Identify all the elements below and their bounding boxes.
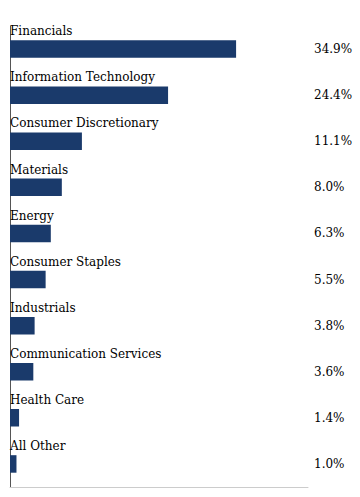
svg-text:Health Care: Health Care xyxy=(10,393,84,407)
svg-text:1.0%: 1.0% xyxy=(314,457,345,471)
svg-text:6.3%: 6.3% xyxy=(314,226,345,240)
svg-text:Information Technology: Information Technology xyxy=(10,70,155,84)
svg-text:Consumer Staples: Consumer Staples xyxy=(10,255,121,269)
svg-text:34.9%: 34.9% xyxy=(314,42,352,56)
svg-text:Industrials: Industrials xyxy=(10,301,76,315)
svg-text:24.4%: 24.4% xyxy=(314,88,352,102)
svg-text:1.4%: 1.4% xyxy=(314,411,345,425)
svg-text:Energy: Energy xyxy=(10,209,54,223)
svg-text:3.8%: 3.8% xyxy=(314,319,345,333)
svg-text:11.1%: 11.1% xyxy=(314,134,352,148)
svg-text:5.5%: 5.5% xyxy=(314,273,345,287)
svg-text:8.0%: 8.0% xyxy=(314,180,345,194)
svg-text:Financials: Financials xyxy=(10,24,72,38)
svg-text:3.6%: 3.6% xyxy=(314,365,345,379)
svg-text:Materials: Materials xyxy=(10,163,68,177)
svg-text:Communication Services: Communication Services xyxy=(10,347,161,361)
svg-text:All Other: All Other xyxy=(9,439,66,453)
svg-text:Consumer Discretionary: Consumer Discretionary xyxy=(10,116,159,130)
